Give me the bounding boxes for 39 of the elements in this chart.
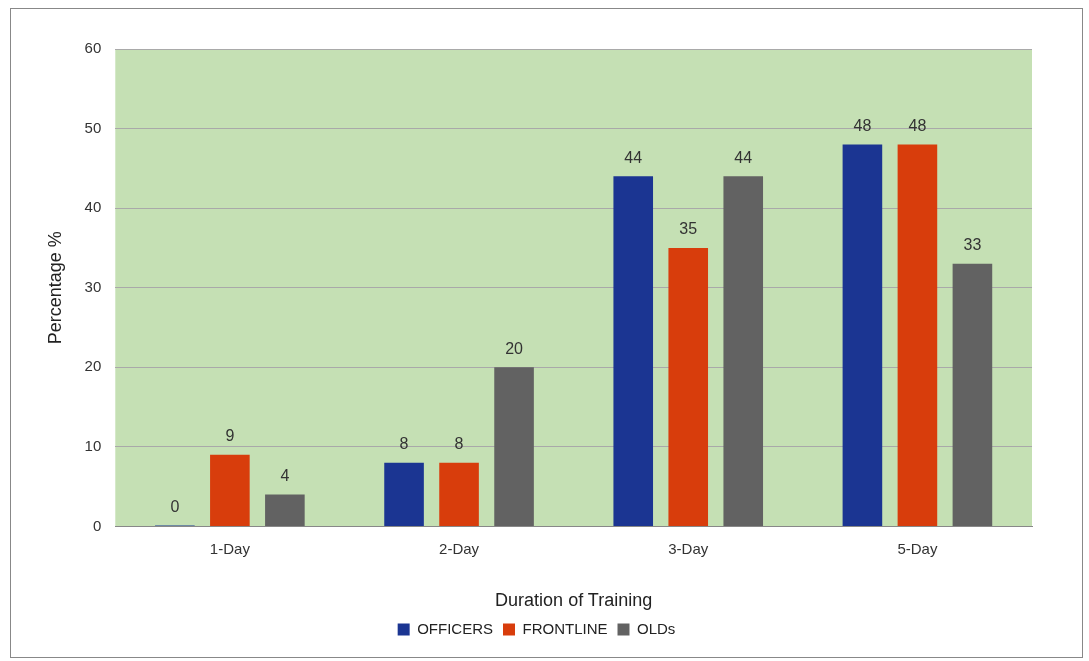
data-label: 48 xyxy=(853,116,872,134)
legend-label: OFFICERS xyxy=(417,619,493,637)
x-tick-label: 2-Day xyxy=(439,539,480,557)
y-tick-label: 10 xyxy=(84,436,102,454)
x-axis-title: Duration of Training xyxy=(495,590,653,611)
bar xyxy=(723,176,764,526)
bar xyxy=(384,462,424,526)
bar xyxy=(842,144,883,526)
data-label: 9 xyxy=(225,427,235,445)
y-axis-title: Percentage % xyxy=(44,231,65,345)
x-tick-label: 5-Day xyxy=(897,539,938,557)
y-tick-label: 40 xyxy=(84,198,102,216)
y-tick-label: 0 xyxy=(92,516,102,534)
bar xyxy=(494,367,534,526)
bar xyxy=(613,176,654,526)
bar xyxy=(668,247,709,526)
bar xyxy=(210,454,250,526)
bar xyxy=(265,494,305,526)
bar xyxy=(439,462,479,526)
bar xyxy=(952,263,993,526)
data-label: 44 xyxy=(624,148,643,166)
x-tick-label: 3-Day xyxy=(668,539,709,557)
legend-label: FRONTLINE xyxy=(522,619,608,637)
data-label: 44 xyxy=(734,148,753,166)
legend-label: OLDs xyxy=(637,619,676,637)
y-tick-label: 30 xyxy=(84,277,102,295)
y-tick-label: 20 xyxy=(84,357,102,375)
data-label: 20 xyxy=(505,339,524,357)
y-tick-label: 50 xyxy=(84,118,102,136)
data-label: 4 xyxy=(280,466,290,484)
x-tick-label: 1-Day xyxy=(209,539,251,557)
data-label: 8 xyxy=(399,435,409,453)
bar xyxy=(897,144,938,526)
data-label: 0 xyxy=(170,497,180,515)
y-tick-label: 60 xyxy=(84,39,102,57)
data-label: 35 xyxy=(679,220,698,238)
data-label: 48 xyxy=(908,116,927,134)
data-label: 33 xyxy=(963,236,982,254)
data-label: 8 xyxy=(454,435,464,453)
